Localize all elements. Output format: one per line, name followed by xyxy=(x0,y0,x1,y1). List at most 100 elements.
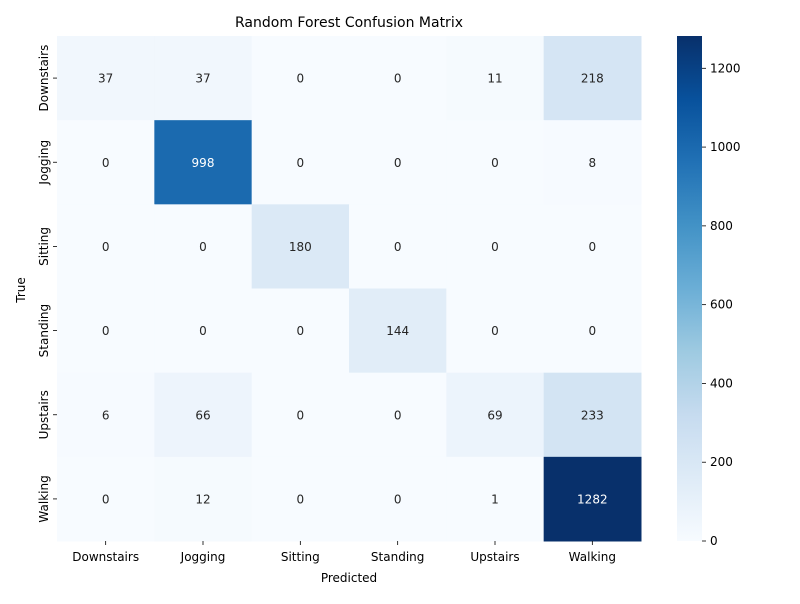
heatmap-cell xyxy=(154,120,253,205)
heatmap-cell xyxy=(57,36,155,121)
x-tick-label: Standing xyxy=(371,550,424,564)
cell-value-label: 0 xyxy=(394,408,402,422)
cell-value-label: 69 xyxy=(487,408,502,422)
heatmap-cell xyxy=(251,120,350,205)
heatmap-cell xyxy=(349,36,447,121)
heatmap-cell xyxy=(154,456,253,542)
cell-value-label: 0 xyxy=(491,240,499,254)
heatmap-cell xyxy=(154,372,253,458)
x-tick-label: Downstairs xyxy=(72,550,139,564)
heatmap-cell xyxy=(446,372,545,458)
cell-value-label: 0 xyxy=(297,408,305,422)
x-axis-label: Predicted xyxy=(321,571,377,585)
cell-value-label: 180 xyxy=(289,240,312,254)
heatmap-cell xyxy=(251,204,350,289)
chart-title: Random Forest Confusion Matrix xyxy=(235,15,463,31)
colorbar-tick-label: 200 xyxy=(710,455,733,469)
colorbar-tick-label: 1000 xyxy=(710,140,741,154)
cell-value-label: 0 xyxy=(102,156,110,170)
x-tick-label: Walking xyxy=(569,550,616,564)
x-tick-label: Jogging xyxy=(180,550,226,564)
cell-value-label: 233 xyxy=(581,408,604,422)
heatmap-cell xyxy=(349,204,447,289)
colorbar: 0 200 400 600 800 1000 1200 xyxy=(677,36,741,548)
colorbar-tick-label: 0 xyxy=(710,534,718,548)
heatmap-cell xyxy=(543,372,642,458)
heatmap-cell xyxy=(543,204,642,289)
colorbar-tick-label: 600 xyxy=(710,298,733,312)
cell-value-label: 0 xyxy=(491,324,499,338)
cell-value-label: 0 xyxy=(394,240,402,254)
heatmap-cell xyxy=(349,120,447,205)
heatmap-cell xyxy=(251,372,350,458)
heatmap-cell xyxy=(349,372,447,458)
cell-value-label: 0 xyxy=(491,156,499,170)
y-axis-label: True xyxy=(14,277,28,304)
heatmap-cell xyxy=(57,372,155,458)
cell-value-label: 1 xyxy=(491,492,499,506)
y-tick-label: Upstairs xyxy=(37,390,51,439)
x-tick-label: Upstairs xyxy=(470,550,519,564)
x-axis: Downstairs Jogging Sitting Standing Upstairs… xyxy=(72,541,616,564)
heatmap-cell xyxy=(543,288,642,374)
cell-value-label: 0 xyxy=(297,72,305,86)
heatmap-cell xyxy=(446,456,545,542)
heatmap-cell xyxy=(57,204,155,289)
heatmap-cell xyxy=(446,204,545,289)
cell-value-label: 66 xyxy=(195,408,210,422)
heatmap-cell xyxy=(57,456,155,542)
cell-value-label: 0 xyxy=(589,240,597,254)
cell-value-label: 6 xyxy=(102,408,110,422)
y-tick-label: Walking xyxy=(37,475,51,522)
cell-value-label: 0 xyxy=(199,324,207,338)
cell-value-label: 0 xyxy=(102,240,110,254)
heatmap-cell xyxy=(446,120,545,205)
cell-value-label: 144 xyxy=(386,324,409,338)
colorbar-tick-label: 1200 xyxy=(710,61,741,75)
cell-value-label: 998 xyxy=(192,156,215,170)
colorbar-tick-label: 400 xyxy=(710,376,733,390)
cell-value-label: 0 xyxy=(297,492,305,506)
heatmap-cell xyxy=(57,120,155,205)
cell-value-label: 0 xyxy=(199,240,207,254)
heatmap-cell xyxy=(349,288,447,374)
heatmap-cell xyxy=(251,456,350,542)
colorbar-gradient xyxy=(677,36,702,541)
cell-value-label: 0 xyxy=(394,156,402,170)
cell-value-label: 11 xyxy=(487,72,502,86)
heatmap-cell xyxy=(446,36,545,121)
cell-value-label: 8 xyxy=(589,156,597,170)
heatmap-cell xyxy=(154,288,253,374)
cell-value-label: 1282 xyxy=(577,492,608,506)
cell-value-label: 0 xyxy=(394,72,402,86)
y-axis: Downstairs Jogging Sitting Standing Upstairs… xyxy=(37,45,57,523)
cell-value-label: 37 xyxy=(98,72,113,86)
heatmap-cell xyxy=(543,36,642,121)
cell-value-label: 0 xyxy=(394,492,402,506)
cell-value-label: 0 xyxy=(297,156,305,170)
y-tick-label: Jogging xyxy=(37,140,51,186)
heatmap-cell xyxy=(57,288,155,374)
heatmap-cell xyxy=(349,456,447,542)
heatmap-cell xyxy=(446,288,545,374)
heatmap-cell xyxy=(543,456,642,542)
heatmap-cell xyxy=(154,204,253,289)
cell-value-label: 0 xyxy=(102,492,110,506)
colorbar-tick-label: 800 xyxy=(710,219,733,233)
cell-value-label: 0 xyxy=(102,324,110,338)
y-tick-label: Downstairs xyxy=(37,45,51,112)
heatmap-cell xyxy=(251,288,350,374)
heatmap-cell xyxy=(251,36,350,121)
cell-value-label: 12 xyxy=(195,492,210,506)
cell-value-label: 0 xyxy=(589,324,597,338)
cell-value-label: 0 xyxy=(297,324,305,338)
y-tick-label: Sitting xyxy=(37,227,51,266)
x-tick-label: Sitting xyxy=(281,550,320,564)
cell-value-label: 37 xyxy=(195,72,210,86)
heatmap-cell xyxy=(154,36,253,121)
y-tick-label: Standing xyxy=(37,304,51,357)
heatmap-cell xyxy=(543,120,642,205)
cell-value-label: 218 xyxy=(581,72,604,86)
